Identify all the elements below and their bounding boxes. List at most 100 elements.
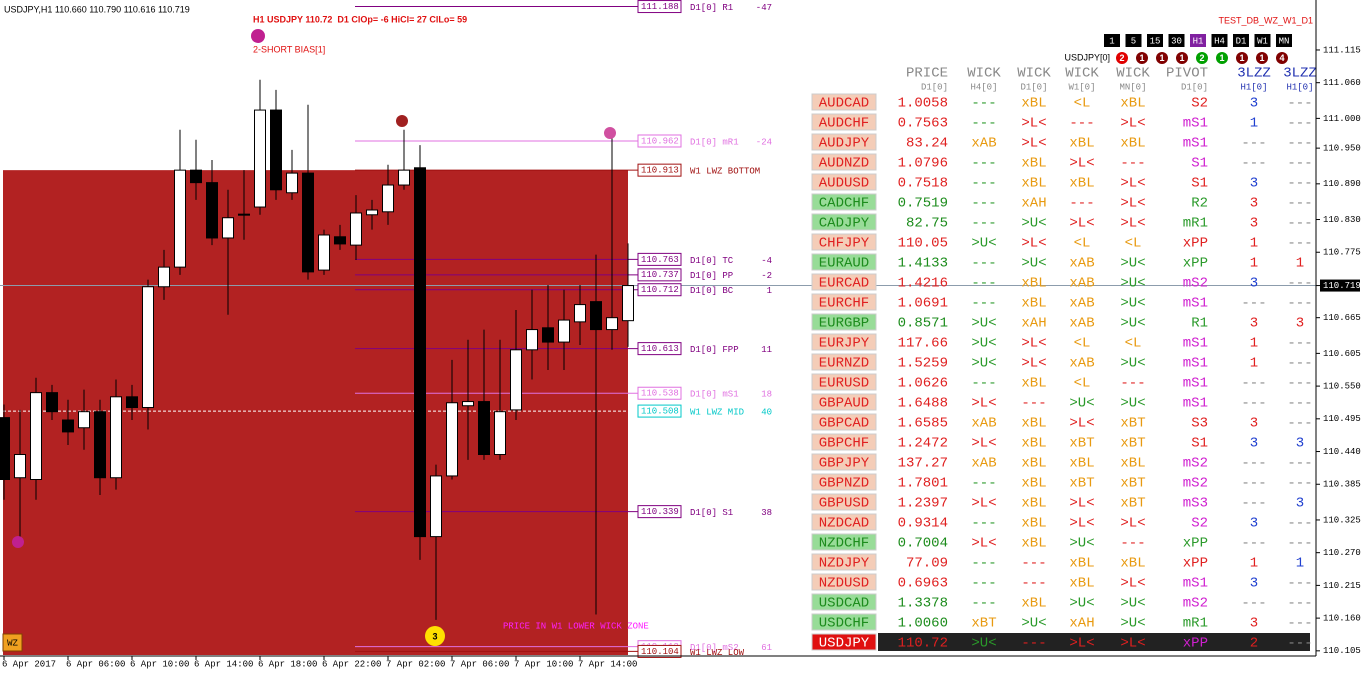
column-subheader: W1[0] bbox=[1068, 82, 1095, 92]
symbol-box[interactable] bbox=[811, 473, 877, 491]
symbol-box[interactable] bbox=[811, 293, 877, 311]
symbol[interactable]: GBPCHF bbox=[819, 436, 869, 452]
symbol[interactable]: NZDUSD bbox=[819, 576, 869, 592]
timeframe-label[interactable]: H4 bbox=[1214, 36, 1225, 46]
symbol-box[interactable] bbox=[811, 173, 877, 191]
symbol-box[interactable] bbox=[811, 313, 877, 331]
timeframe-label[interactable]: W1 bbox=[1257, 36, 1268, 46]
symbol[interactable]: EURCAD bbox=[819, 276, 869, 292]
timeframe-button[interactable] bbox=[1104, 34, 1120, 47]
symbol-box[interactable] bbox=[811, 233, 877, 251]
price: 77.09 bbox=[906, 556, 948, 572]
timeframe-button[interactable] bbox=[1147, 34, 1163, 47]
symbol-box[interactable] bbox=[811, 93, 877, 111]
timeframe-label[interactable]: 30 bbox=[1171, 36, 1182, 46]
level-distance: 38 bbox=[761, 508, 772, 518]
symbol-box[interactable] bbox=[811, 533, 877, 551]
symbol-box[interactable] bbox=[811, 273, 877, 291]
wick-cell: <L bbox=[1074, 376, 1091, 392]
symbol-box[interactable] bbox=[811, 113, 877, 131]
symbol[interactable]: GBPAUD bbox=[819, 396, 869, 412]
symbol-box[interactable] bbox=[811, 333, 877, 351]
symbol-box[interactable] bbox=[811, 433, 877, 451]
symbol[interactable]: AUDJPY bbox=[819, 136, 870, 152]
symbol[interactable]: EURUSD bbox=[819, 376, 869, 392]
symbol[interactable]: AUDUSD bbox=[819, 176, 869, 192]
price: 0.7004 bbox=[898, 536, 948, 552]
zigzag-cell: --- bbox=[1287, 136, 1312, 152]
symbol-box[interactable] bbox=[811, 353, 877, 371]
wick-cell: xAB bbox=[1069, 296, 1094, 312]
symbol-box[interactable] bbox=[811, 493, 877, 511]
symbol[interactable]: EURJPY bbox=[819, 336, 870, 352]
wick-cell: xAH bbox=[1069, 616, 1094, 632]
timeframe-label[interactable]: D1 bbox=[1236, 36, 1247, 46]
timeframe-button[interactable] bbox=[1211, 34, 1228, 47]
wick-cell: xBL bbox=[1021, 496, 1046, 512]
symbol-box[interactable] bbox=[811, 133, 877, 151]
pivot-cell: mS1 bbox=[1183, 296, 1208, 312]
symbol-box[interactable] bbox=[811, 193, 877, 211]
timeframe-button[interactable] bbox=[1233, 34, 1249, 47]
wick-cell: xBL bbox=[1069, 136, 1094, 152]
timeframe-button[interactable] bbox=[1190, 34, 1206, 47]
symbol-box[interactable] bbox=[811, 453, 877, 471]
symbol-box[interactable] bbox=[811, 513, 877, 531]
timeframe-label[interactable]: 5 bbox=[1131, 36, 1136, 46]
wick-cell: >L< bbox=[1120, 196, 1145, 212]
symbol[interactable]: NZDCAD bbox=[819, 516, 869, 532]
symbol-box[interactable] bbox=[811, 633, 877, 651]
symbol[interactable]: EURNZD bbox=[819, 356, 869, 372]
symbol-box[interactable] bbox=[811, 213, 877, 231]
timeframe-button[interactable] bbox=[1254, 34, 1271, 47]
signal-dot bbox=[1136, 52, 1148, 64]
wick-cell: >U< bbox=[1021, 616, 1046, 632]
timeframe-label[interactable]: H1 bbox=[1193, 36, 1204, 46]
symbol[interactable]: GBPCAD bbox=[819, 416, 869, 432]
candle-body bbox=[446, 402, 458, 477]
symbol[interactable]: AUDNZD bbox=[819, 156, 869, 172]
timeframe-label[interactable]: 15 bbox=[1150, 36, 1161, 46]
symbol[interactable]: AUDCAD bbox=[819, 96, 869, 112]
symbol-box[interactable] bbox=[811, 253, 877, 271]
symbol[interactable]: GBPJPY bbox=[819, 456, 870, 472]
timeframe-label[interactable]: 1 bbox=[1109, 36, 1114, 46]
wick-cell: >L< bbox=[1069, 216, 1094, 232]
symbol[interactable]: GBPNZD bbox=[819, 476, 869, 492]
symbol-box[interactable] bbox=[811, 613, 877, 631]
zigzag-cell: 3 bbox=[1250, 436, 1258, 452]
symbol[interactable]: AUDCHF bbox=[819, 116, 869, 132]
symbol-box[interactable] bbox=[811, 413, 877, 431]
timeframe-button[interactable] bbox=[1276, 34, 1292, 47]
timeframe-label[interactable]: MN bbox=[1279, 36, 1290, 46]
symbol[interactable]: USDCAD bbox=[819, 596, 869, 612]
symbol-box[interactable] bbox=[811, 153, 877, 171]
level-label: D1[0] mS1 bbox=[690, 390, 739, 400]
symbol-box[interactable] bbox=[811, 553, 877, 571]
symbol[interactable]: GBPUSD bbox=[819, 496, 869, 512]
symbol[interactable]: CADJPY bbox=[819, 216, 870, 232]
symbol-box[interactable] bbox=[811, 393, 877, 411]
symbol-box[interactable] bbox=[811, 573, 877, 591]
y-tick-label: 110.270 bbox=[1323, 548, 1361, 558]
symbol[interactable]: CHFJPY bbox=[819, 236, 870, 252]
level-price: 111.188 bbox=[641, 2, 679, 12]
signal-count: 2 bbox=[1199, 53, 1204, 63]
symbol[interactable]: NZDJPY bbox=[819, 556, 870, 572]
level-box bbox=[637, 163, 682, 177]
timeframe-button[interactable] bbox=[1168, 34, 1185, 47]
timeframe-button[interactable] bbox=[1125, 34, 1142, 47]
symbol[interactable]: NZDCHF bbox=[819, 536, 869, 552]
chart-subtitle: 2-SHORT BIAS[1] bbox=[253, 44, 325, 54]
wick-cell: --- bbox=[971, 296, 996, 312]
symbol-box[interactable] bbox=[811, 593, 877, 611]
zigzag-cell: 1 bbox=[1250, 116, 1258, 132]
symbol[interactable]: EURGBP bbox=[819, 316, 869, 332]
symbol-box[interactable] bbox=[811, 373, 877, 391]
symbol[interactable]: EURAUD bbox=[819, 256, 869, 272]
symbol[interactable]: USDJPY bbox=[819, 636, 870, 652]
column-subheader: D1[0] bbox=[921, 82, 948, 92]
symbol[interactable]: USDCHF bbox=[819, 616, 869, 632]
symbol[interactable]: EURCHF bbox=[819, 296, 869, 312]
symbol[interactable]: CADCHF bbox=[819, 196, 869, 212]
